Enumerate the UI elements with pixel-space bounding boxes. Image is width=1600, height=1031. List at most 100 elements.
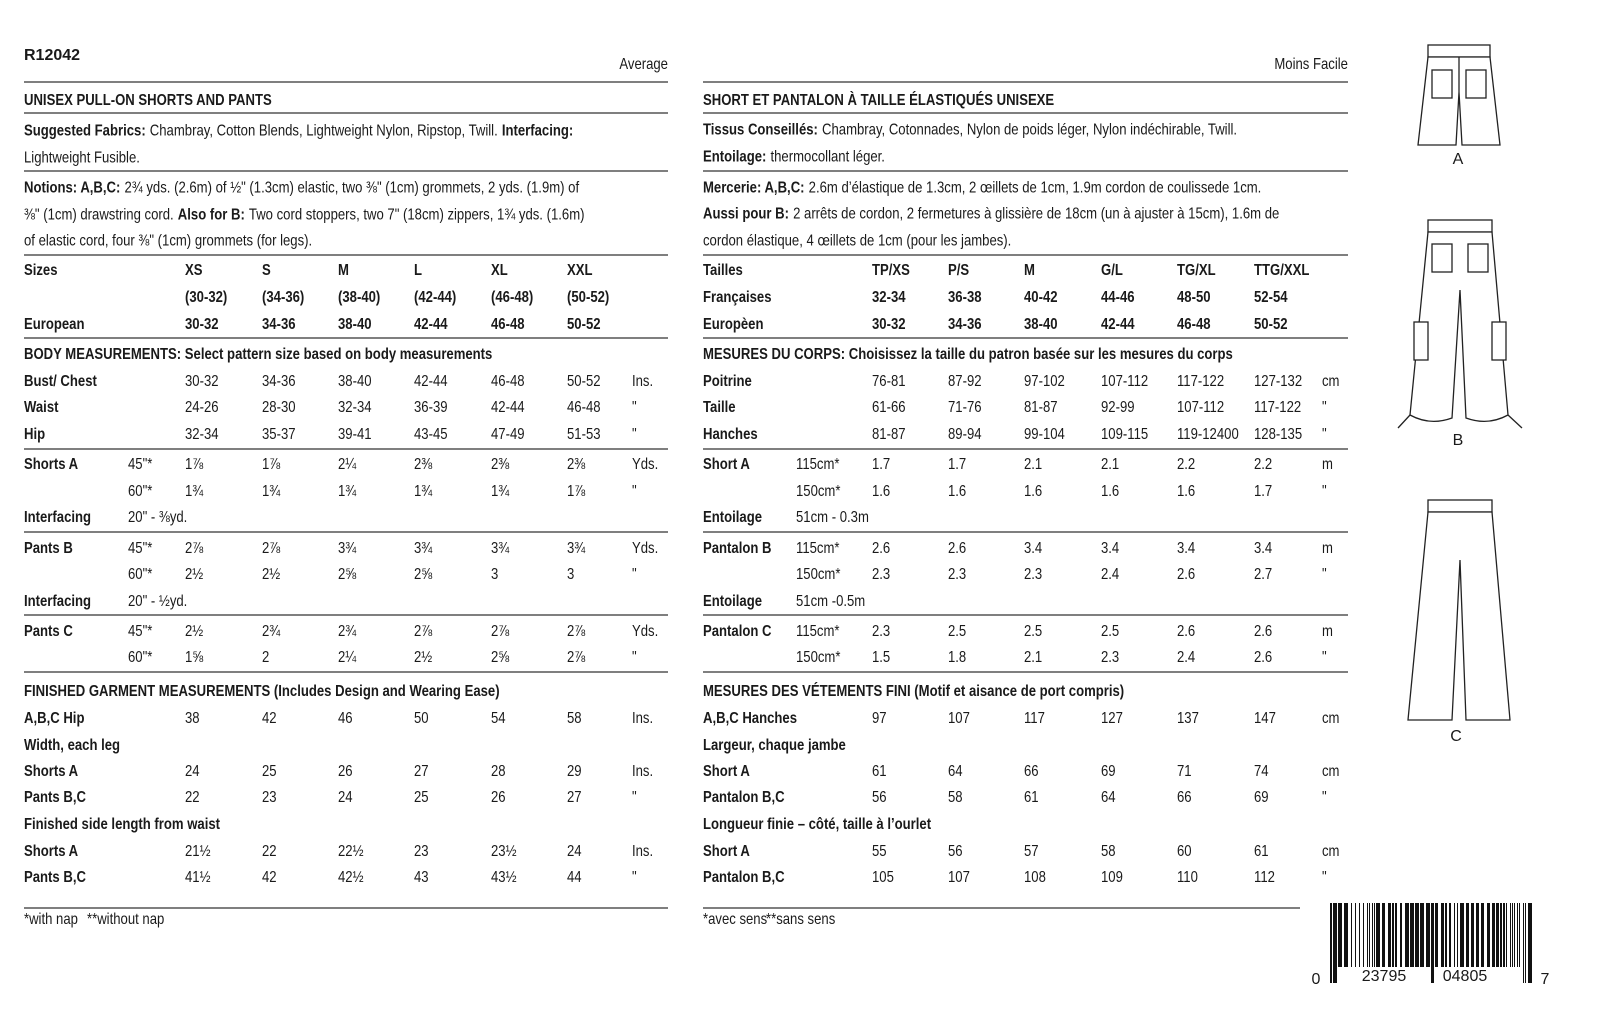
note-line: Mercerie: A,B,C: 2.6m d’élastique de 1.3c… bbox=[703, 179, 1261, 196]
cell: 1⅞ bbox=[567, 483, 586, 500]
cell: 43-45 bbox=[414, 426, 448, 443]
cell: 44-46 bbox=[1101, 289, 1135, 306]
cell: 50 bbox=[414, 710, 429, 727]
cell: 2¾ bbox=[338, 623, 357, 640]
cell: 2.3 bbox=[872, 566, 890, 583]
bar-line bbox=[1449, 903, 1451, 967]
cell: 2.6 bbox=[1177, 623, 1195, 640]
row-label: Pants B,C bbox=[24, 789, 86, 806]
row-label: Shorts A bbox=[24, 763, 79, 780]
cell: 47-49 bbox=[491, 426, 525, 443]
barcode bbox=[1330, 903, 1532, 983]
unit: Yds. bbox=[632, 540, 658, 557]
cell: 117-122 bbox=[1254, 399, 1301, 416]
cell: 1¾ bbox=[338, 483, 357, 500]
cell: 1⅝ bbox=[185, 649, 204, 666]
cell: 24 bbox=[185, 763, 200, 780]
cell: 2.4 bbox=[1101, 566, 1119, 583]
cell: 42-44 bbox=[491, 399, 525, 416]
cell: 3.4 bbox=[1177, 540, 1195, 557]
cell: 2⅞ bbox=[491, 623, 510, 640]
cell: 1.5 bbox=[872, 649, 890, 666]
row-sub: 51cm -0.5m bbox=[796, 593, 865, 610]
note-text: thermocollant léger. bbox=[771, 148, 885, 165]
bar-line bbox=[1426, 903, 1430, 967]
cell: TP/XS bbox=[872, 262, 910, 279]
bar-line bbox=[1487, 903, 1490, 967]
cell: 1⅞ bbox=[262, 456, 281, 473]
barcode-digits: 23795 bbox=[1362, 968, 1407, 985]
cell: 127-132 bbox=[1254, 373, 1302, 390]
unit: " bbox=[1322, 789, 1327, 806]
cell: 74 bbox=[1254, 763, 1269, 780]
cell: 34-36 bbox=[948, 316, 982, 333]
cell: 2⅝ bbox=[491, 649, 510, 666]
bar-line bbox=[1457, 903, 1458, 967]
cell: 36-39 bbox=[414, 399, 448, 416]
row-label: Short A bbox=[703, 763, 750, 780]
cell: 66 bbox=[1177, 789, 1192, 806]
cell: 24 bbox=[338, 789, 353, 806]
cell: 2⅜ bbox=[491, 456, 510, 473]
note-line: Lightweight Fusible. bbox=[24, 149, 140, 166]
bar-line bbox=[1351, 903, 1352, 967]
unit: " bbox=[632, 649, 637, 666]
cell: (42-44) bbox=[414, 289, 456, 306]
cell: 2.6 bbox=[872, 540, 890, 557]
cell: 29 bbox=[567, 763, 582, 780]
section-title: SHORT ET PANTALON À TAILLE ÉLASTIQUÉS UN… bbox=[703, 91, 1054, 110]
note-text: Interfacing: bbox=[502, 122, 573, 139]
cell: 23½ bbox=[491, 843, 517, 860]
unit: Yds. bbox=[632, 456, 658, 473]
bar-line bbox=[1481, 903, 1484, 967]
row-sub: 60"* bbox=[128, 566, 153, 583]
bar-line bbox=[1466, 903, 1469, 967]
row-sub: 60"* bbox=[128, 483, 153, 500]
cell: 107-112 bbox=[1101, 373, 1148, 390]
row-label: Hanches bbox=[703, 426, 758, 443]
cell: 24-26 bbox=[185, 399, 219, 416]
bar-line bbox=[1492, 903, 1495, 967]
cell: 34-36 bbox=[262, 316, 296, 333]
cell: 30-32 bbox=[185, 373, 219, 390]
cell: 1.6 bbox=[872, 483, 890, 500]
row-sub: 115cm* bbox=[796, 456, 840, 473]
cell: 23 bbox=[414, 843, 429, 860]
note-text: Aussi pour B: bbox=[703, 205, 789, 222]
unit: " bbox=[632, 483, 637, 500]
cell: (46-48) bbox=[491, 289, 533, 306]
bar-line bbox=[1376, 903, 1380, 967]
unit: " bbox=[632, 869, 637, 886]
row-label: Pantalon B,C bbox=[703, 789, 785, 806]
cell: 61 bbox=[1024, 789, 1039, 806]
cell: 3¾ bbox=[414, 540, 433, 557]
note-line: Tissus Conseillés: Chambray, Cotonnades, … bbox=[703, 121, 1237, 138]
cell: 2.2 bbox=[1177, 456, 1195, 473]
cell: 81-87 bbox=[872, 426, 906, 443]
bar-line bbox=[1500, 903, 1502, 967]
cell: 58 bbox=[948, 789, 963, 806]
cell: 3.4 bbox=[1024, 540, 1042, 557]
cell: 61-66 bbox=[872, 399, 906, 416]
row-label: Longueur finie – côté, taille à l’ourlet bbox=[703, 816, 931, 833]
note-text: of elastic cord, four ⅜" (1cm) grommets … bbox=[24, 232, 312, 249]
cell: 2⅞ bbox=[567, 649, 586, 666]
unit: Ins. bbox=[632, 373, 653, 390]
row-label: Finished side length from waist bbox=[24, 816, 220, 833]
note-text: 2 arrêts de cordon, 2 fermetures à gliss… bbox=[793, 205, 1279, 222]
bar-line bbox=[1410, 903, 1414, 967]
cell: 2.6 bbox=[1177, 566, 1195, 583]
cell: 2.1 bbox=[1024, 456, 1042, 473]
bar-line bbox=[1355, 903, 1356, 967]
cell: 107-112 bbox=[1177, 399, 1224, 416]
cell: 46-48 bbox=[491, 316, 525, 333]
view-label: A bbox=[1453, 151, 1464, 168]
row-sub: 115cm* bbox=[796, 623, 840, 640]
cell: 58 bbox=[1101, 843, 1116, 860]
bar-line bbox=[1510, 903, 1511, 967]
unit: cm bbox=[1322, 843, 1339, 860]
cell: 107 bbox=[948, 710, 970, 727]
section-title: UNISEX PULL-ON SHORTS AND PANTS bbox=[24, 92, 272, 109]
cell: 3 bbox=[567, 566, 574, 583]
